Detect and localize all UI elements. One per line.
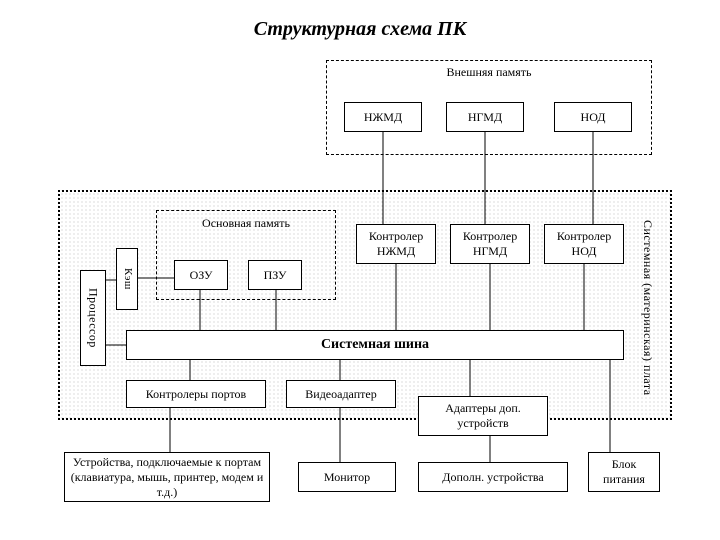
node-hdd: НЖМД (344, 102, 422, 132)
node-port-devices: Устройства, подключаемые к портам (клави… (64, 452, 270, 502)
node-rom: ПЗУ (248, 260, 302, 290)
node-ctrl-hdd: Контролер НЖМД (356, 224, 436, 264)
node-ctrl-odd: Контролер НОД (544, 224, 624, 264)
node-video-adapter: Видеоадаптер (286, 380, 396, 408)
node-psu: Блок питания (588, 452, 660, 492)
node-fdd: НГМД (446, 102, 524, 132)
node-cpu: Процессор (80, 270, 106, 366)
node-cache: Кэш (116, 248, 138, 310)
node-bus: Системная шина (126, 330, 624, 360)
node-odd: НОД (554, 102, 632, 132)
node-ctrl-fdd: Контролер НГМД (450, 224, 530, 264)
node-extra-devices: Дополн. устройства (418, 462, 568, 492)
node-monitor: Монитор (298, 462, 396, 492)
node-ram: ОЗУ (174, 260, 228, 290)
node-extra-adapters: Адаптеры доп. устройств (418, 396, 548, 436)
node-port-controllers: Контролеры портов (126, 380, 266, 408)
